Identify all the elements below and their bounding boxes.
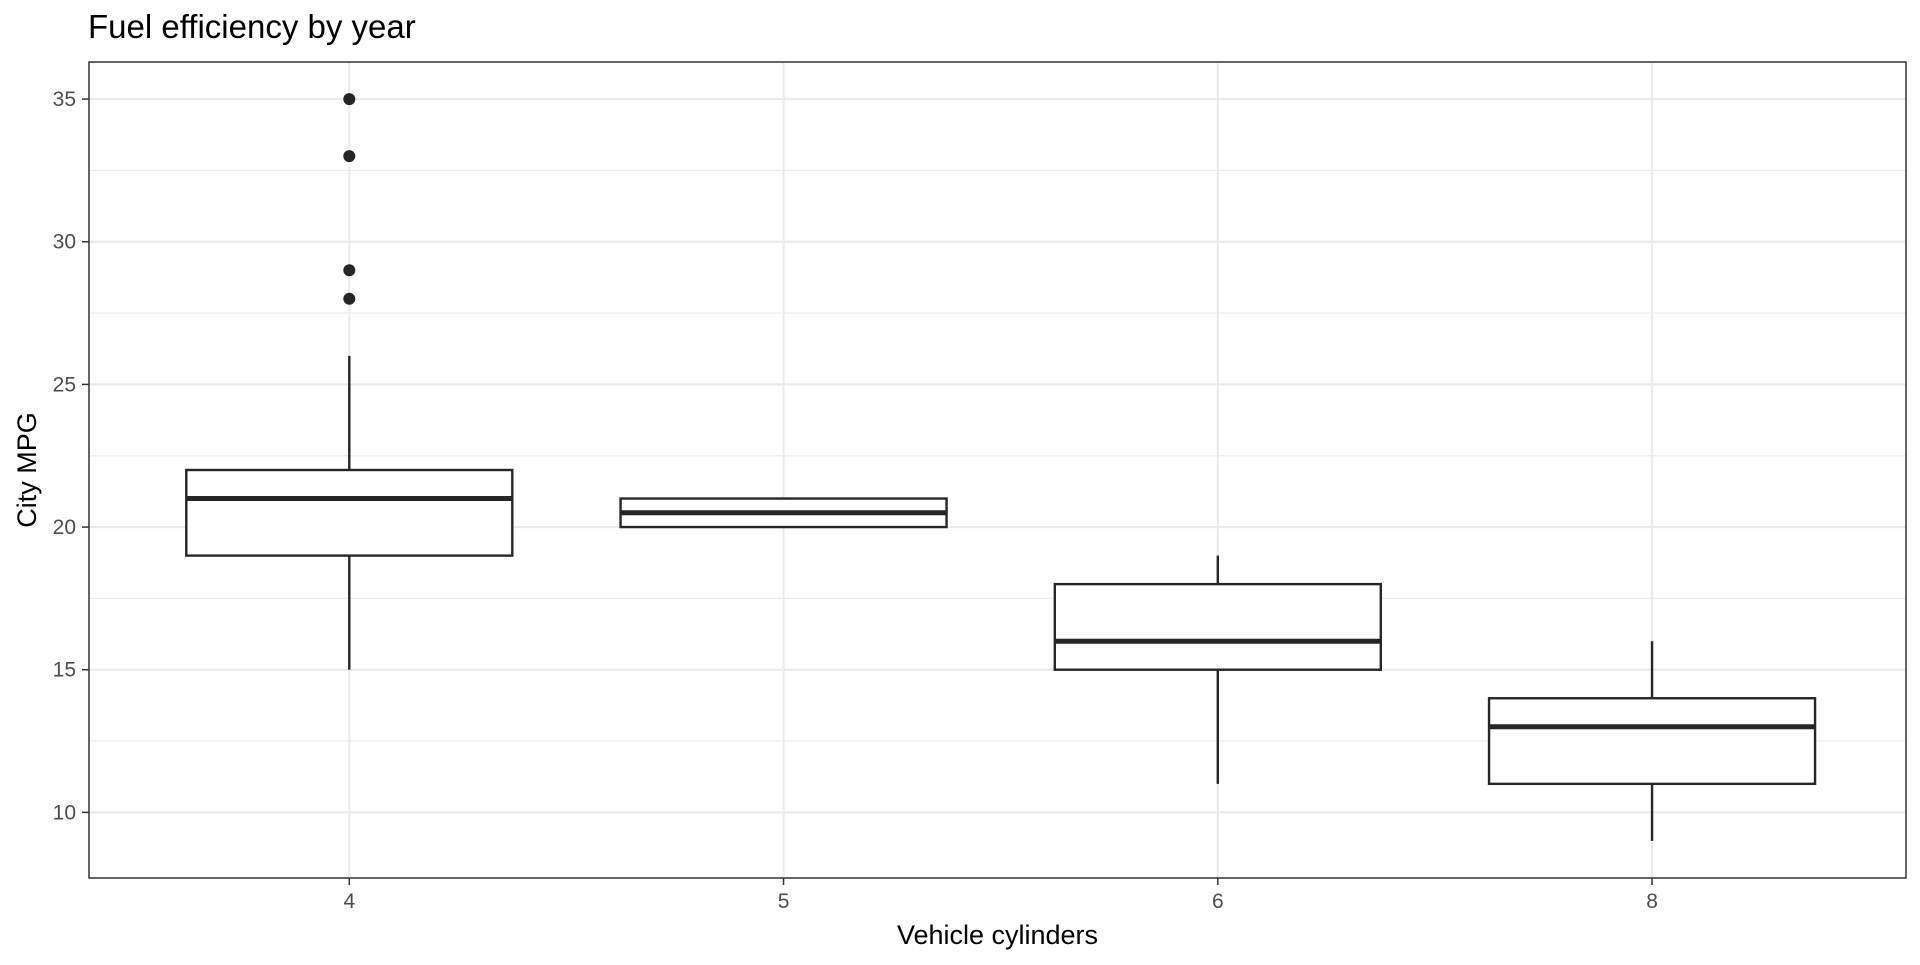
box-iqr — [1053, 582, 1383, 671]
box-6 — [1053, 555, 1383, 784]
y-tick-label: 25 — [53, 373, 76, 396]
box-iqr — [185, 468, 514, 557]
box-iqr — [1487, 697, 1817, 786]
x-tick-label: 6 — [1212, 890, 1224, 913]
box-4 — [185, 93, 514, 670]
box-8 — [1487, 641, 1817, 841]
outlier-point — [343, 292, 356, 305]
y-tick-label: 15 — [53, 659, 76, 682]
outlier-point — [343, 150, 356, 163]
outlier-point — [343, 264, 356, 277]
axes: 10 15 20 25 30 35 4 5 6 8 — [53, 88, 1658, 913]
box-5 — [619, 497, 948, 529]
chart-title: Fuel efficiency by year — [88, 8, 416, 45]
x-tick-label: 4 — [343, 890, 355, 913]
boxes — [185, 93, 1817, 841]
outlier-point — [343, 93, 356, 106]
y-tick-label: 35 — [53, 88, 76, 111]
y-tick-label: 10 — [53, 801, 76, 824]
x-axis-title: Vehicle cylinders — [897, 920, 1098, 950]
y-tick-label: 30 — [53, 231, 76, 254]
panel-border — [88, 61, 1907, 879]
x-tick-label: 8 — [1646, 890, 1658, 913]
y-axis-title: City MPG — [12, 412, 42, 528]
y-tick-label: 20 — [53, 516, 76, 539]
x-tick-label: 5 — [778, 890, 790, 913]
